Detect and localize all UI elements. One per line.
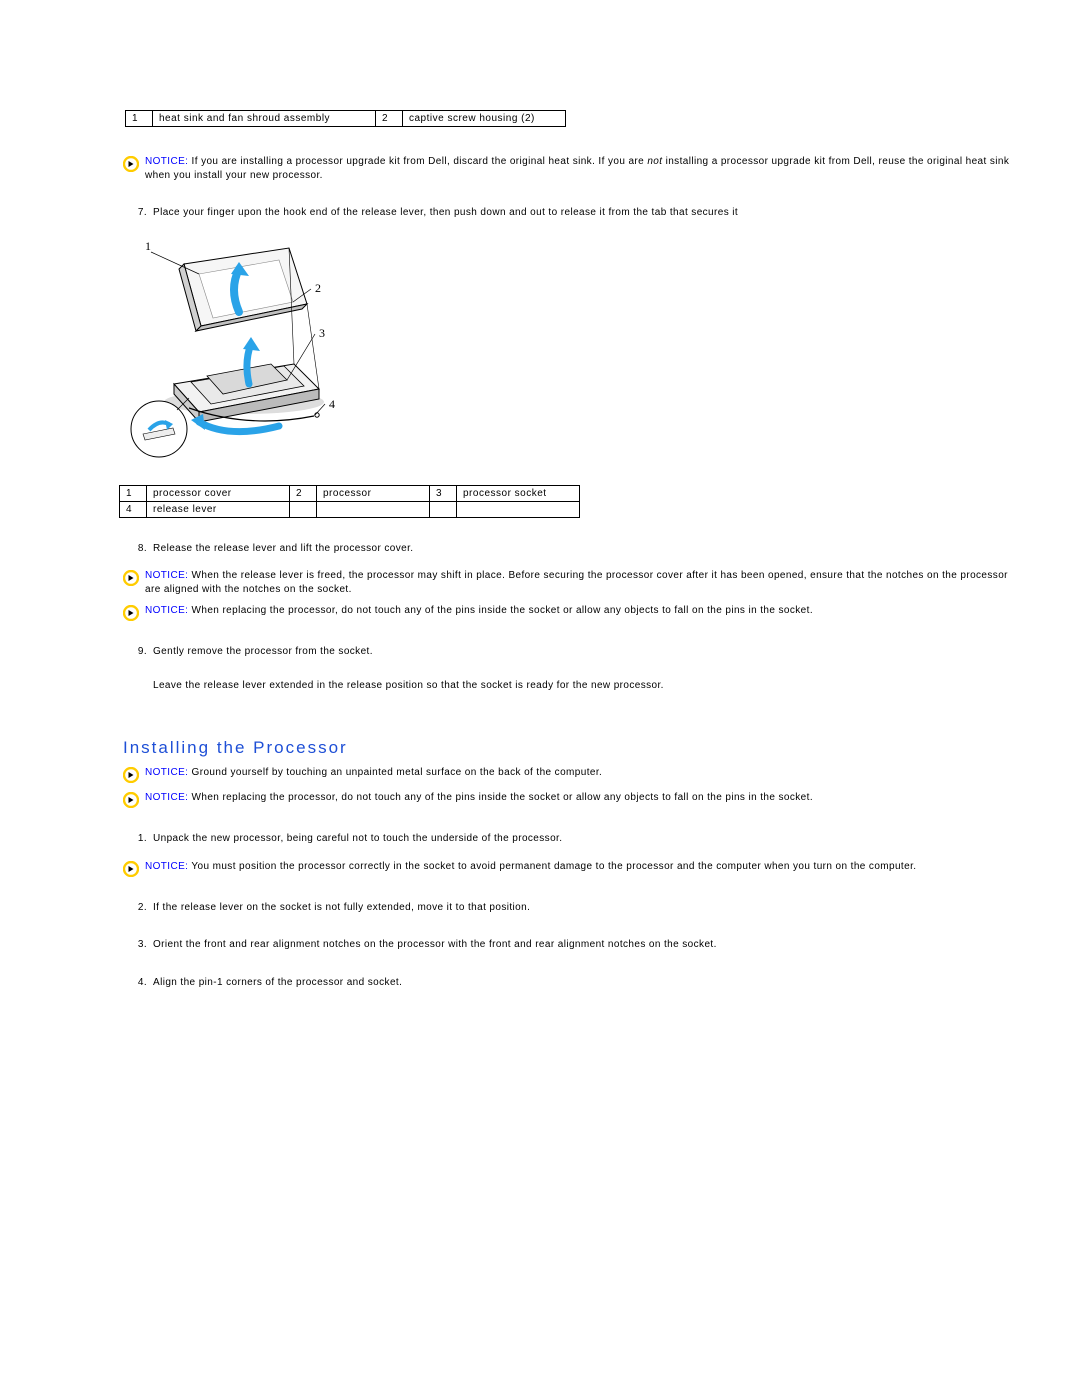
step-item: 9. Gently remove the processor from the … — [125, 645, 1010, 692]
figure-label-1: 1 — [145, 239, 151, 253]
callout-table-heatsink: 1 heat sink and fan shroud assembly 2 ca… — [125, 110, 566, 127]
cell-text: heat sink and fan shroud assembly — [153, 111, 376, 127]
step-item: 3. Orient the front and rear alignment n… — [125, 938, 1010, 952]
notice: NOTICE: Ground yourself by touching an u… — [123, 766, 1010, 783]
notice: NOTICE: When replacing the processor, do… — [123, 791, 1010, 808]
figure-label-4: 4 — [329, 397, 335, 411]
steps-list: 7. Place your finger upon the hook end o… — [125, 206, 1010, 220]
step-number: 4. — [125, 976, 153, 990]
section-heading-installing: Installing the Processor — [123, 738, 1010, 758]
notice-label: NOTICE: — [145, 792, 188, 803]
notice-icon — [123, 792, 139, 808]
cell-num: 2 — [376, 111, 403, 127]
step-number: 2. — [125, 901, 153, 915]
notice-icon — [123, 861, 139, 877]
notice: NOTICE: When replacing the processor, do… — [123, 604, 1010, 621]
notice-label: NOTICE: — [145, 156, 188, 167]
step-item: 8. Release the release lever and lift th… — [125, 542, 1010, 556]
figure-label-2: 2 — [315, 281, 321, 295]
notice-label: NOTICE: — [145, 605, 188, 616]
notice-text: NOTICE: When the release lever is freed,… — [145, 569, 1010, 596]
notice-icon — [123, 570, 139, 586]
steps-list: 8. Release the release lever and lift th… — [125, 542, 1010, 556]
cell-empty — [290, 501, 317, 517]
cell-empty — [457, 501, 580, 517]
cell-text: processor — [317, 485, 430, 501]
notice-text: NOTICE: You must position the processor … — [145, 860, 1010, 874]
step-item: 1. Unpack the new processor, being caref… — [125, 832, 1010, 846]
step-item: 4. Align the pin-1 corners of the proces… — [125, 976, 1010, 990]
notice-text: NOTICE: When replacing the processor, do… — [145, 604, 1010, 618]
step-number: 9. — [125, 645, 153, 692]
callout-table-processor: 1 processor cover 2 processor 3 processo… — [119, 485, 580, 518]
notice-text: NOTICE: If you are installing a processo… — [145, 155, 1010, 182]
step-item: 7. Place your finger upon the hook end o… — [125, 206, 1010, 220]
cell-empty — [430, 501, 457, 517]
steps-list-install: 2. If the release lever on the socket is… — [125, 901, 1010, 990]
step-number: 3. — [125, 938, 153, 952]
document-body: 1 heat sink and fan shroud assembly 2 ca… — [0, 0, 1080, 989]
step-text: Align the pin-1 corners of the processor… — [153, 976, 1010, 990]
notice-text: NOTICE: Ground yourself by touching an u… — [145, 766, 1010, 780]
cell-empty — [317, 501, 430, 517]
step-text: Orient the front and rear alignment notc… — [153, 938, 1010, 952]
notice-text: NOTICE: When replacing the processor, do… — [145, 791, 1010, 805]
step-text: Release the release lever and lift the p… — [153, 542, 1010, 556]
notice-icon — [123, 156, 139, 172]
notice-icon — [123, 605, 139, 621]
cell-text: processor cover — [147, 485, 290, 501]
step-text: Gently remove the processor from the soc… — [153, 645, 1010, 692]
cell-text: release lever — [147, 501, 290, 517]
notice: NOTICE: You must position the processor … — [123, 860, 1010, 877]
cell-text: processor socket — [457, 485, 580, 501]
cell-num: 1 — [126, 111, 153, 127]
cell-num: 4 — [120, 501, 147, 517]
step-text: Place your finger upon the hook end of t… — [153, 206, 1010, 220]
cell-num: 3 — [430, 485, 457, 501]
step-number: 1. — [125, 832, 153, 846]
cell-num: 2 — [290, 485, 317, 501]
step-text: Unpack the new processor, being careful … — [153, 832, 1010, 846]
notice-label: NOTICE: — [145, 861, 188, 872]
step-item: 2. If the release lever on the socket is… — [125, 901, 1010, 915]
notice: NOTICE: If you are installing a processo… — [123, 155, 1010, 182]
notice: NOTICE: When the release lever is freed,… — [123, 569, 1010, 596]
step-text: If the release lever on the socket is no… — [153, 901, 1010, 915]
cell-num: 1 — [120, 485, 147, 501]
notice-label: NOTICE: — [145, 767, 188, 778]
processor-socket-figure: 1 2 3 4 — [129, 234, 1010, 467]
cell-text: captive screw housing (2) — [403, 111, 566, 127]
step-subtext: Leave the release lever extended in the … — [153, 679, 1010, 693]
steps-list: 9. Gently remove the processor from the … — [125, 645, 1010, 692]
step-number: 7. — [125, 206, 153, 220]
notice-label: NOTICE: — [145, 570, 188, 581]
step-number: 8. — [125, 542, 153, 556]
figure-label-3: 3 — [319, 326, 325, 340]
notice-icon — [123, 767, 139, 783]
steps-list-install: 1. Unpack the new processor, being caref… — [125, 832, 1010, 846]
